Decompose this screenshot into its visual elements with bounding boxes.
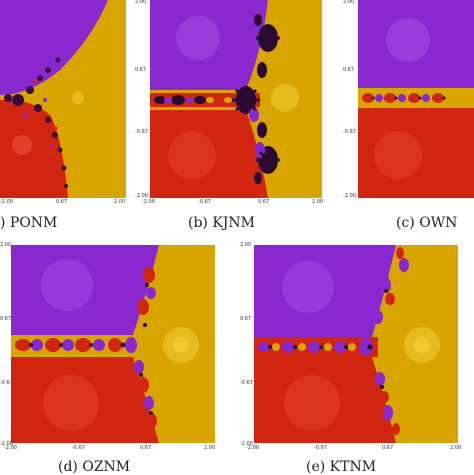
panel-b-y-tick: 2.00 (135, 0, 147, 5)
panel-a (0, 0, 126, 198)
panel-e-x-tick: 0.67 (382, 445, 394, 451)
panel-b-x-tick: 0.67 (258, 199, 270, 205)
panel-e-y-tick: -0.67 (240, 380, 253, 386)
panel-d-fractal-boundary (11, 267, 157, 429)
panel-a-x-tick: 2.00 (114, 199, 126, 205)
panel-c-y-tick: 0.67 (343, 67, 355, 73)
panel-a-basin-plot (0, 0, 126, 198)
panel-e-x-tick: -0.67 (314, 445, 327, 451)
panel-d (11, 245, 215, 443)
panel-e (254, 245, 458, 443)
panel-a-x-tick: -2.00 (0, 199, 13, 205)
panel-b-y-tick: 0.67 (135, 67, 147, 73)
panel-b (150, 0, 322, 198)
panel-d-y-tick: -0.67 (0, 380, 13, 386)
panel-b-x-tick: 2.00 (312, 199, 324, 205)
panel-d-basin-plot (11, 245, 215, 443)
panel-c-basin-plot (358, 0, 474, 198)
panel-b-x-tick: -2.00 (142, 199, 155, 205)
panel-c-y-tick: 2.00 (343, 0, 355, 5)
panel-b-x-tick: -0.67 (198, 199, 211, 205)
panel-d-y-tick: 2.00 (0, 242, 12, 248)
panel-e-y-tick: -2.00 (240, 441, 253, 447)
panel-d-caption: (d) OZNM (58, 459, 131, 475)
panel-e-caption: (e) KTNM (306, 459, 377, 475)
panel-a-x-tick: 0.67 (56, 199, 68, 205)
panel-b-basin-plot (150, 0, 322, 198)
panel-d-x-tick: 2.00 (204, 445, 216, 451)
panel-c-y-tick: -2.00 (343, 193, 356, 199)
panel-b-y-tick: -0.67 (135, 129, 148, 135)
panel-a-fractal-boundary (4, 57, 68, 188)
panel-c-y-tick: -0.67 (343, 129, 356, 135)
panel-c (358, 0, 474, 198)
panel-a-caption: ) PONM (0, 215, 58, 231)
panel-c-fractal-boundary (358, 90, 474, 106)
panel-d-y-tick: 0.67 (0, 316, 12, 322)
panel-b-fractal-boundary (150, 14, 280, 184)
panel-b-caption: (b) KJNM (188, 215, 255, 231)
panel-b-y-tick: -2.00 (135, 193, 148, 199)
panel-b-star-centers (232, 26, 280, 172)
panel-d-x-tick: 0.67 (140, 445, 152, 451)
panel-e-x-tick: 2.00 (450, 445, 462, 451)
panel-e-basin-plot (254, 245, 458, 443)
panel-c-caption: (c) OWN (396, 215, 458, 231)
panel-e-y-tick: 2.00 (240, 242, 252, 248)
panel-d-x-tick: -0.67 (72, 445, 85, 451)
panel-d-x-tick: -2.00 (4, 445, 17, 451)
panel-e-x-tick: -2.00 (246, 445, 259, 451)
panel-e-y-tick: 0.67 (240, 316, 252, 322)
panel-d-y-tick: -2.00 (0, 441, 13, 447)
panel-e-fractal-boundary (254, 247, 409, 435)
